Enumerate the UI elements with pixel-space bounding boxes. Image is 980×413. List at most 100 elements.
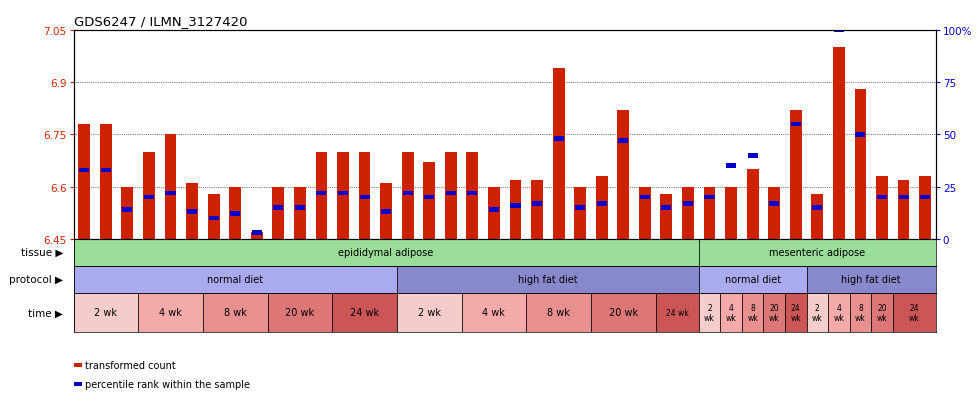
- Bar: [893, 293, 936, 332]
- Bar: [850, 293, 871, 332]
- Bar: [618, 139, 628, 144]
- Bar: [742, 293, 763, 332]
- Bar: [699, 293, 720, 332]
- Text: mesenteric adipose: mesenteric adipose: [769, 248, 865, 258]
- Text: 20 wk: 20 wk: [285, 308, 315, 318]
- Bar: [510, 180, 521, 239]
- Bar: [143, 152, 155, 239]
- Bar: [403, 191, 413, 196]
- Bar: [596, 177, 608, 239]
- Bar: [763, 293, 785, 332]
- Bar: [877, 195, 887, 200]
- Bar: [661, 194, 672, 239]
- Bar: [462, 293, 526, 332]
- Bar: [78, 125, 90, 239]
- Bar: [768, 187, 780, 239]
- Bar: [74, 266, 397, 293]
- Text: GDS6247 / ILMN_3127420: GDS6247 / ILMN_3127420: [74, 15, 247, 28]
- Bar: [74, 239, 699, 266]
- Text: time ▶: time ▶: [28, 308, 63, 318]
- Bar: [338, 191, 348, 196]
- Bar: [662, 206, 671, 210]
- Bar: [251, 232, 263, 239]
- Text: 20
wk: 20 wk: [769, 303, 779, 323]
- Text: percentile rank within the sample: percentile rank within the sample: [85, 379, 250, 389]
- Text: 4
wk: 4 wk: [834, 303, 844, 323]
- Bar: [747, 170, 759, 239]
- Bar: [726, 164, 736, 169]
- Bar: [268, 293, 332, 332]
- Bar: [640, 195, 650, 200]
- Text: 24
wk: 24 wk: [909, 303, 919, 323]
- Bar: [208, 194, 220, 239]
- Bar: [230, 212, 240, 216]
- Bar: [511, 204, 520, 208]
- Bar: [381, 210, 391, 214]
- Bar: [74, 293, 138, 332]
- Bar: [165, 135, 176, 239]
- Bar: [101, 168, 111, 173]
- Bar: [252, 230, 262, 235]
- Bar: [748, 154, 758, 158]
- Bar: [811, 194, 823, 239]
- Bar: [920, 195, 930, 200]
- Bar: [397, 293, 462, 332]
- Bar: [656, 293, 699, 332]
- Bar: [919, 177, 931, 239]
- Text: 8 wk: 8 wk: [223, 308, 247, 318]
- Bar: [445, 152, 457, 239]
- Text: 2
wk: 2 wk: [812, 303, 822, 323]
- Bar: [769, 202, 779, 206]
- Bar: [807, 266, 936, 293]
- Bar: [876, 177, 888, 239]
- Bar: [397, 266, 699, 293]
- Text: 24 wk: 24 wk: [665, 308, 689, 317]
- Text: transformed count: transformed count: [85, 361, 176, 370]
- Bar: [720, 293, 742, 332]
- Bar: [360, 195, 369, 200]
- Bar: [166, 191, 175, 196]
- Bar: [682, 187, 694, 239]
- Bar: [790, 111, 802, 239]
- Bar: [295, 206, 305, 210]
- Bar: [871, 293, 893, 332]
- Bar: [591, 293, 656, 332]
- Bar: [834, 28, 844, 33]
- Text: 2 wk: 2 wk: [94, 308, 118, 318]
- Bar: [898, 180, 909, 239]
- Bar: [122, 187, 133, 239]
- Bar: [402, 152, 414, 239]
- Text: protocol ▶: protocol ▶: [9, 275, 63, 285]
- Bar: [574, 187, 586, 239]
- Bar: [187, 210, 197, 214]
- Text: 20
wk: 20 wk: [877, 303, 887, 323]
- Bar: [359, 152, 370, 239]
- Bar: [554, 137, 563, 142]
- Text: epididymal adipose: epididymal adipose: [338, 248, 434, 258]
- Bar: [122, 208, 132, 212]
- Bar: [272, 187, 284, 239]
- Text: 8
wk: 8 wk: [856, 303, 865, 323]
- Bar: [785, 293, 807, 332]
- Bar: [812, 206, 822, 210]
- Bar: [489, 208, 499, 212]
- Bar: [699, 266, 807, 293]
- Text: 20 wk: 20 wk: [609, 308, 638, 318]
- Bar: [144, 195, 154, 200]
- Text: 24 wk: 24 wk: [350, 308, 379, 318]
- Bar: [683, 202, 693, 206]
- Bar: [332, 293, 397, 332]
- Text: 4
wk: 4 wk: [726, 303, 736, 323]
- Bar: [423, 163, 435, 239]
- Text: normal diet: normal diet: [207, 275, 264, 285]
- Bar: [294, 187, 306, 239]
- Bar: [467, 191, 477, 196]
- Bar: [380, 184, 392, 239]
- Bar: [488, 187, 500, 239]
- Bar: [79, 168, 89, 173]
- Text: 4 wk: 4 wk: [482, 308, 506, 318]
- Bar: [466, 152, 478, 239]
- Bar: [316, 152, 327, 239]
- Bar: [699, 239, 936, 266]
- Bar: [186, 184, 198, 239]
